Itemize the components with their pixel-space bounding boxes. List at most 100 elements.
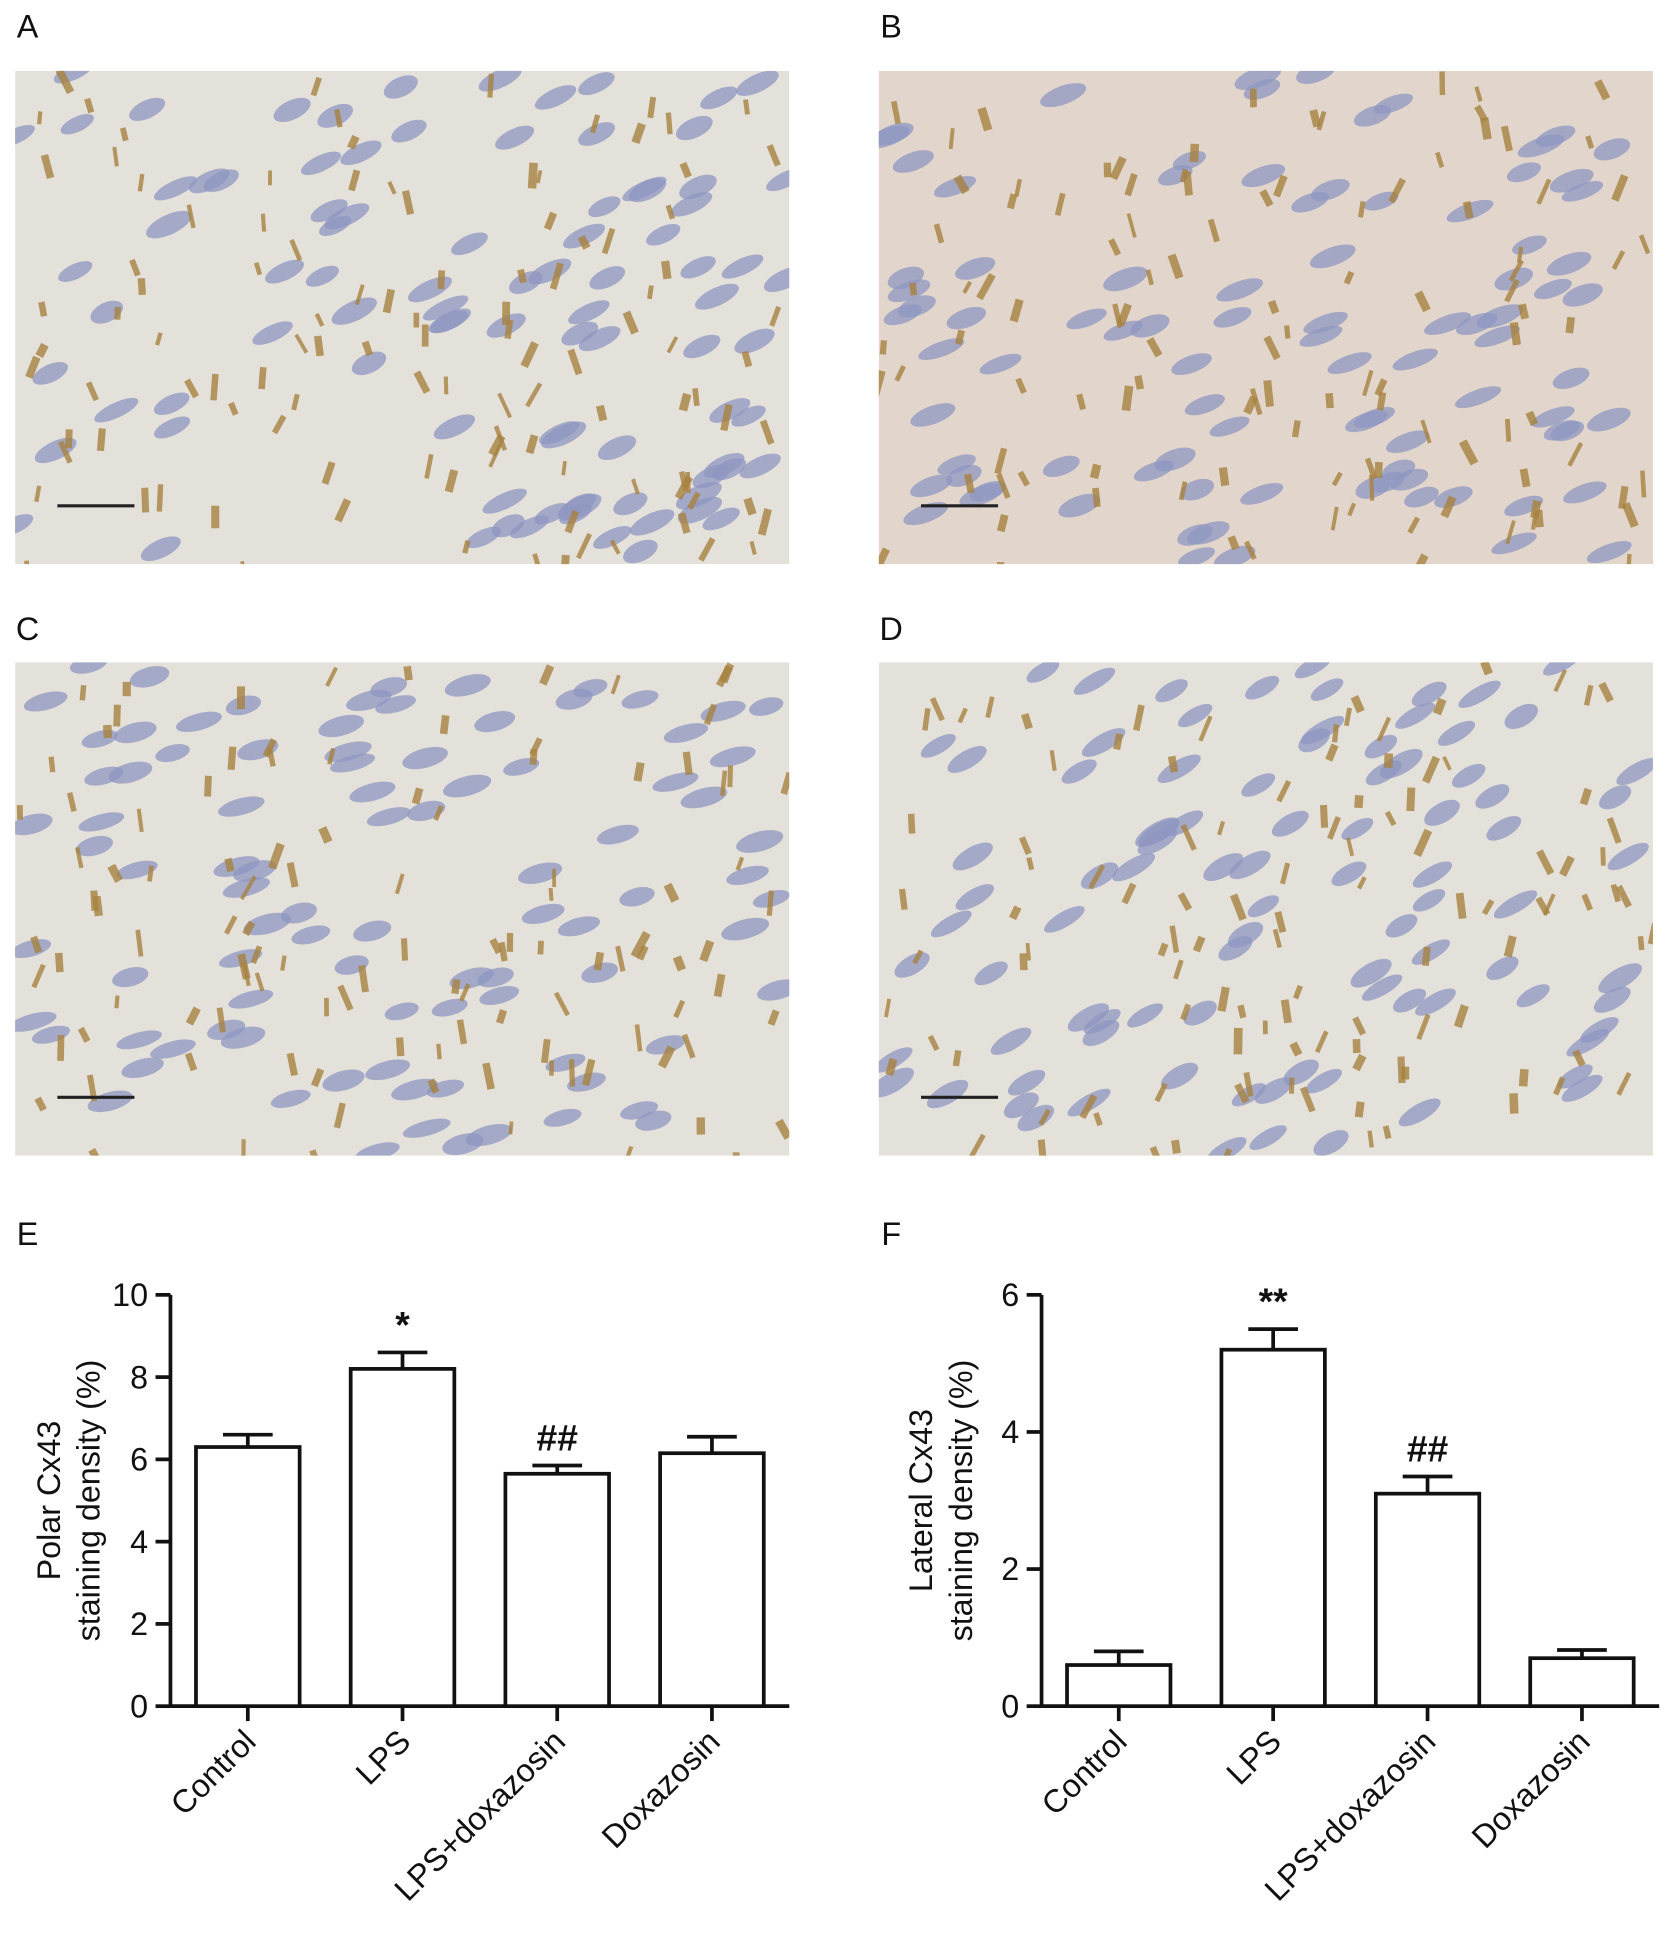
- nucleus: [218, 796, 265, 817]
- stain: [1585, 135, 1595, 149]
- stain: [1198, 715, 1213, 742]
- stain: [433, 805, 444, 821]
- stain: [311, 1068, 325, 1088]
- stain: [31, 963, 46, 989]
- stain: [741, 350, 753, 368]
- stain: [1621, 501, 1639, 528]
- nucleus: [319, 215, 352, 236]
- stain: [286, 862, 299, 888]
- stain: [1234, 1082, 1250, 1104]
- stain: [775, 1118, 790, 1140]
- nucleus: [1607, 842, 1649, 871]
- stain: [34, 1096, 47, 1112]
- nucleus: [581, 962, 619, 983]
- stain: [677, 512, 691, 534]
- stain: [114, 995, 120, 1009]
- nucleus: [731, 405, 766, 427]
- nucleus: [465, 1123, 513, 1147]
- stain: [631, 122, 646, 144]
- stain: [358, 964, 369, 993]
- stain: [1280, 862, 1291, 885]
- y-tick-label: 10: [112, 1277, 148, 1313]
- nucleus: [1566, 1028, 1610, 1057]
- stain: [184, 378, 199, 399]
- stain: [665, 112, 673, 135]
- stain: [1397, 1056, 1406, 1084]
- stain: [424, 453, 434, 479]
- stain: [291, 393, 300, 411]
- stain: [780, 771, 790, 795]
- stain: [1525, 410, 1539, 427]
- stain: [1611, 174, 1629, 202]
- nucleus: [1058, 493, 1101, 518]
- stain: [1420, 419, 1432, 444]
- nucleus: [1458, 680, 1501, 708]
- nucleus: [466, 526, 501, 549]
- nucleus: [112, 967, 149, 988]
- stain: [1434, 151, 1445, 168]
- nucleus: [1517, 134, 1565, 158]
- nucleus: [433, 414, 476, 440]
- stain: [1481, 899, 1495, 916]
- stain: [37, 111, 43, 125]
- nucleus: [121, 1057, 164, 1079]
- nucleus: [291, 925, 331, 945]
- nucleus: [979, 353, 1022, 375]
- nucleus: [578, 326, 621, 352]
- stain: [1169, 925, 1180, 954]
- y-tick-label: 0: [1001, 1688, 1019, 1724]
- nucleus: [1133, 460, 1175, 482]
- stain: [1267, 299, 1280, 315]
- stain: [313, 335, 324, 357]
- stain: [1009, 298, 1024, 323]
- stain: [743, 497, 757, 516]
- stain: [568, 1059, 576, 1087]
- stain: [1479, 117, 1492, 140]
- stain: [1180, 823, 1197, 851]
- stain: [122, 681, 131, 697]
- stain: [1263, 335, 1281, 361]
- stain: [634, 1024, 643, 1052]
- nucleus: [1561, 1074, 1603, 1102]
- stain: [1145, 269, 1154, 286]
- nucleus: [273, 97, 311, 123]
- stain: [1352, 1038, 1361, 1054]
- nucleus: [1245, 675, 1280, 700]
- nucleus: [1017, 1104, 1055, 1132]
- stain: [34, 485, 42, 503]
- nucleus: [629, 509, 675, 536]
- nucleus: [76, 835, 114, 857]
- stain: [716, 662, 735, 688]
- stain: [1276, 779, 1292, 803]
- stain: [1192, 935, 1206, 953]
- nucleus: [910, 403, 956, 427]
- stain: [16, 805, 24, 820]
- stain: [1535, 896, 1551, 916]
- nucleus: [1183, 1000, 1217, 1026]
- stain: [498, 941, 508, 962]
- nucleus: [721, 917, 770, 941]
- stain: [1480, 662, 1493, 676]
- stain: [204, 775, 212, 797]
- stain: [561, 460, 567, 476]
- nucleus: [1411, 681, 1447, 707]
- nucleus: [878, 1067, 914, 1098]
- stain: [1579, 787, 1592, 806]
- stain: [57, 1035, 65, 1061]
- y-axis-label: Polar Cx43: [31, 1421, 67, 1581]
- nucleus: [155, 744, 190, 763]
- stain: [1309, 109, 1322, 128]
- nucleus: [1171, 353, 1212, 376]
- nucleus: [910, 474, 953, 498]
- nucleus: [557, 916, 601, 937]
- stain: [1362, 369, 1374, 397]
- stain: [147, 865, 154, 882]
- nucleus: [1437, 720, 1476, 746]
- stain: [952, 1050, 962, 1067]
- nucleus: [69, 662, 108, 674]
- stain: [361, 340, 374, 357]
- stain: [1019, 953, 1028, 971]
- stain: [1103, 162, 1112, 178]
- nucleus: [597, 435, 637, 461]
- stain: [517, 268, 527, 284]
